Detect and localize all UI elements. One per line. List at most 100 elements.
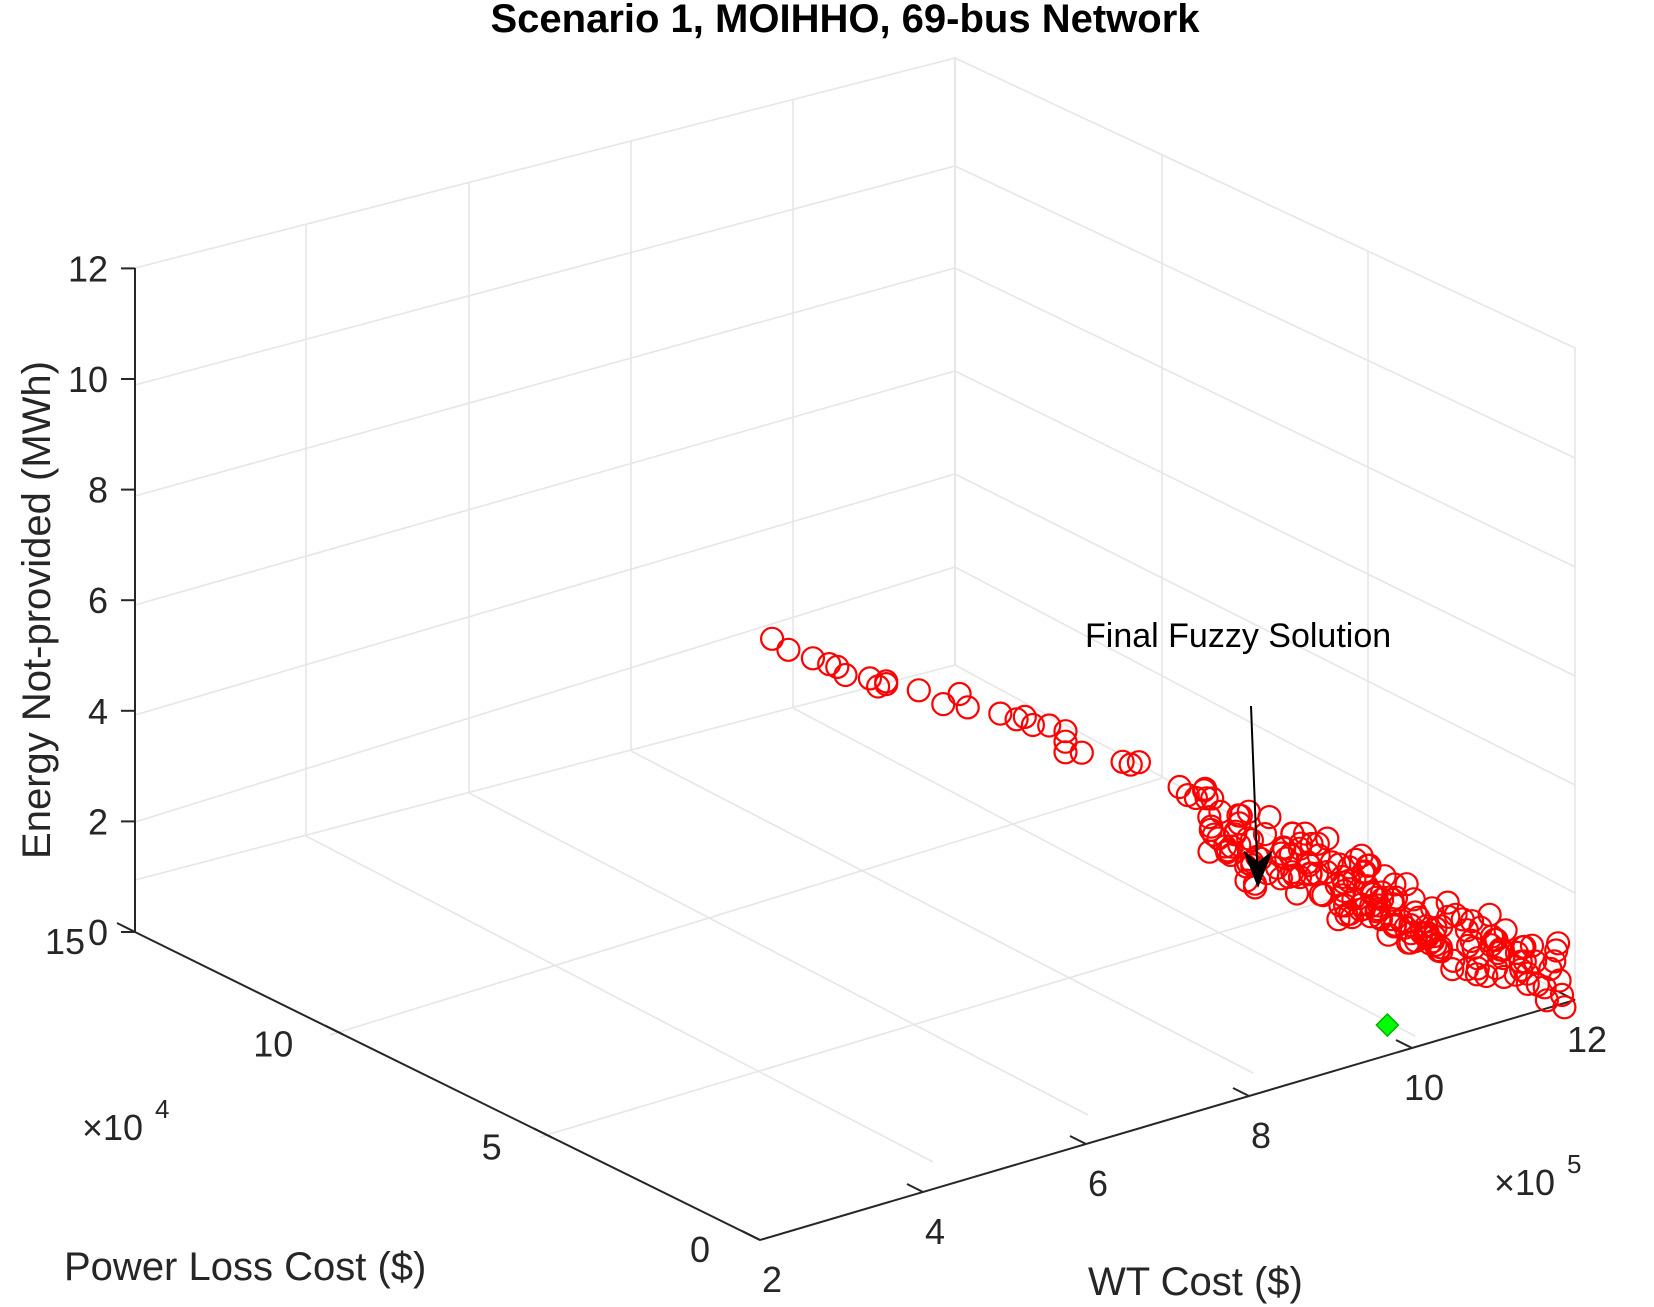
data-point xyxy=(833,662,858,688)
data-point xyxy=(931,691,956,717)
data-point xyxy=(1339,904,1365,930)
data-point xyxy=(1468,915,1493,940)
x-tick-mark xyxy=(1069,1135,1087,1145)
data-point xyxy=(1235,826,1261,851)
annotation-label: Final Fuzzy Solution xyxy=(1085,617,1391,655)
data-point xyxy=(857,666,883,691)
data-point xyxy=(1053,740,1078,765)
data-point xyxy=(1364,899,1389,924)
data-point xyxy=(1382,912,1408,937)
data-point xyxy=(1491,964,1517,990)
data-point xyxy=(1192,776,1218,801)
data-point xyxy=(1415,920,1440,946)
x-axis-line xyxy=(759,999,1576,1241)
arrow-head-icon xyxy=(1243,850,1273,888)
tick-marks: 0 2 4 6 8 10 12 0 5 10 15 2 4 6 8 10 12 xyxy=(45,248,1607,1300)
z-tick-label: 0 xyxy=(88,912,108,953)
data-point xyxy=(1509,957,1534,982)
data-point xyxy=(1271,835,1296,860)
y-tick-label: 5 xyxy=(482,1126,502,1167)
data-point xyxy=(947,681,972,707)
data-point xyxy=(1519,933,1545,958)
data-point xyxy=(1488,937,1513,962)
z-tick-label: 10 xyxy=(68,359,108,400)
data-point xyxy=(1357,853,1382,878)
data-point xyxy=(1326,907,1351,932)
data-point xyxy=(759,626,785,651)
data-point xyxy=(1298,861,1323,886)
x-tick-label: 2 xyxy=(762,1259,782,1300)
y-tick-label: 15 xyxy=(45,921,85,962)
data-point xyxy=(1474,963,1499,989)
y-tick-mark xyxy=(116,922,136,933)
data-point xyxy=(1381,892,1406,917)
data-point xyxy=(1020,712,1046,738)
fuzzy-solution-point xyxy=(1375,1012,1400,1038)
y-tick-mark xyxy=(324,1024,344,1036)
data-point xyxy=(1227,811,1252,836)
back-grid xyxy=(134,56,1576,1163)
data-point xyxy=(1477,902,1502,927)
data-point xyxy=(1545,931,1571,956)
data-point xyxy=(988,701,1013,726)
data-point xyxy=(1343,847,1368,873)
data-point xyxy=(1167,774,1192,800)
data-point xyxy=(1228,803,1253,828)
data-point xyxy=(1441,948,1466,973)
data-point xyxy=(1280,821,1305,846)
x-scale-text: ×10 xyxy=(1494,1162,1555,1203)
data-point xyxy=(1443,902,1468,927)
y-scale-exp: 4 xyxy=(155,1094,169,1124)
data-point xyxy=(1464,962,1490,987)
data-point xyxy=(1435,890,1460,915)
x-scale-factor: ×10 5 xyxy=(1494,1149,1581,1203)
data-point xyxy=(1315,826,1340,851)
data-point xyxy=(1525,972,1550,997)
data-point xyxy=(1504,940,1530,966)
z-tick-label: 8 xyxy=(88,470,108,511)
data-point xyxy=(1282,863,1307,888)
data-point xyxy=(1349,843,1374,868)
data-point xyxy=(1459,909,1485,934)
y-scale-factor: ×10 4 xyxy=(82,1094,169,1148)
data-point xyxy=(1252,821,1278,847)
data-point xyxy=(1403,900,1428,925)
data-point xyxy=(1485,940,1511,966)
x-tick-label: 10 xyxy=(1404,1067,1444,1108)
data-point xyxy=(1332,878,1357,904)
x-scale-exp: 5 xyxy=(1567,1149,1581,1179)
data-point xyxy=(825,654,850,680)
x-tick-mark xyxy=(906,1183,924,1193)
annotation-arrow xyxy=(1250,705,1259,886)
x-axis-label: WT Cost ($) xyxy=(1088,1260,1303,1304)
data-point xyxy=(1327,852,1352,877)
x-tick-label: 8 xyxy=(1251,1115,1271,1156)
z-tick-label: 12 xyxy=(68,248,108,289)
data-point xyxy=(1053,729,1078,754)
x-tick-label: 4 xyxy=(925,1211,945,1252)
z-tick-label: 6 xyxy=(88,580,108,621)
data-point xyxy=(1428,935,1453,960)
x-tick-mark xyxy=(1395,1039,1413,1049)
y-axis-label: Power Loss Cost ($) xyxy=(64,1245,426,1289)
data-point xyxy=(1183,785,1209,811)
data-point xyxy=(1403,928,1429,954)
y-tick-label: 0 xyxy=(690,1229,710,1270)
y-axis-line xyxy=(134,931,761,1241)
data-point xyxy=(955,695,980,720)
data-point xyxy=(1368,905,1393,930)
data-point xyxy=(1493,918,1518,943)
y-tick-label: 10 xyxy=(253,1024,293,1065)
x-tick-label: 12 xyxy=(1567,1019,1607,1060)
y-tick-mark xyxy=(533,1127,553,1139)
data-point xyxy=(1330,864,1355,890)
chart-title: Scenario 1, MOIHHO, 69-bus Network xyxy=(490,0,1200,41)
data-point xyxy=(1455,933,1481,959)
data-point xyxy=(1126,750,1152,775)
data-point xyxy=(906,678,931,703)
data-point xyxy=(1369,887,1395,912)
z-tick-label: 4 xyxy=(88,691,108,732)
data-point xyxy=(1069,740,1094,765)
data-point xyxy=(1549,982,1575,1008)
